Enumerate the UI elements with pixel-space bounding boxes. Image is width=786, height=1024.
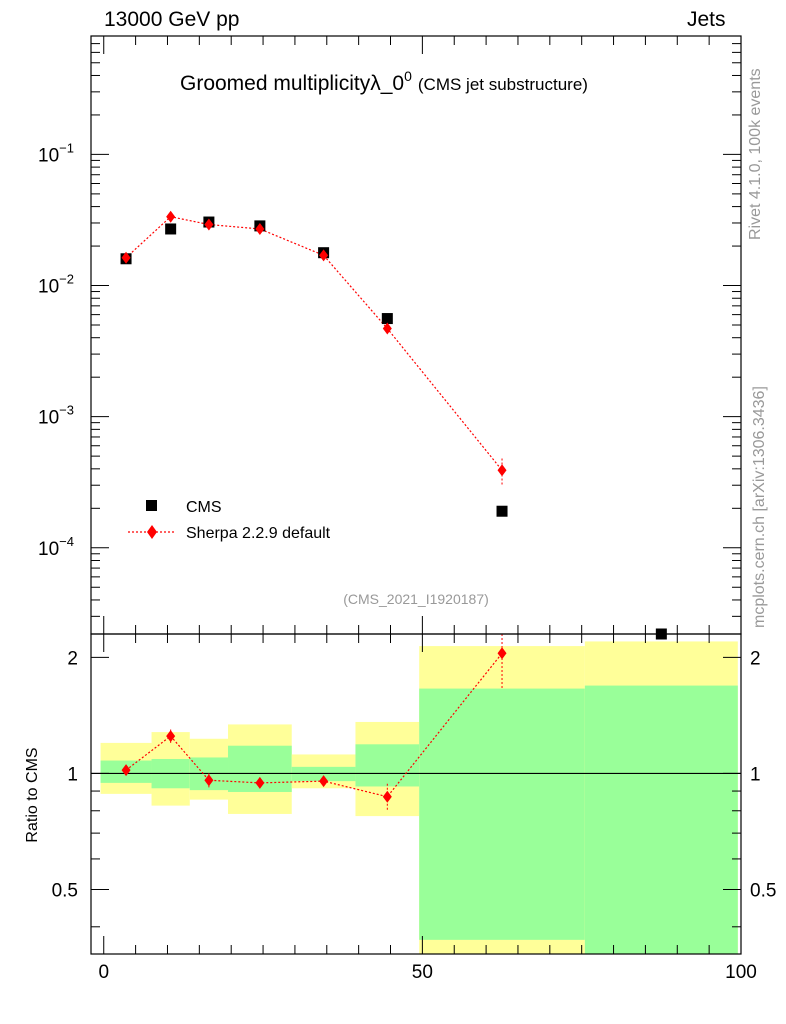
main-y-tick-base: 10 <box>38 277 59 298</box>
data-points <box>120 216 667 640</box>
uncertainty-bands <box>100 641 738 954</box>
cms-data-point <box>496 505 508 517</box>
ratio-x-ticks: 0 50 100 <box>98 634 757 983</box>
main-y-tick-base: 10 <box>38 539 59 560</box>
main-y-tick-exponent: −2 <box>59 272 74 287</box>
main-y-tick-label: 10−4 <box>38 534 74 560</box>
ratio-x-tick-label: 100 <box>725 962 757 983</box>
inner-uncertainty-band <box>584 685 738 954</box>
cms-data-point <box>165 223 177 235</box>
sherpa-mc-point <box>166 210 176 223</box>
ratio-y-axis-label: Ratio to CMS <box>24 747 41 842</box>
sherpa-mc-point <box>204 218 214 231</box>
main-x-ticks <box>103 36 742 634</box>
ratio-mc-point <box>121 764 131 777</box>
rivet-version-label: Rivet 4.1.0, 100k events <box>747 68 764 240</box>
ratio-mc-point <box>319 775 329 788</box>
main-y-ticks <box>91 35 741 617</box>
ratio-frame <box>90 633 742 955</box>
cms-data-point <box>381 313 393 325</box>
main-y-tick-label: 10−3 <box>38 403 74 429</box>
ratio-y-ticks: 0.5 0.5 1 1 2 2 <box>52 648 776 928</box>
legend-mc-marker <box>147 525 157 539</box>
plot-title: Groomed multiplicityλ_00 (CMS jet substru… <box>180 68 588 95</box>
header-energy-label: 13000 GeV pp <box>104 8 240 31</box>
mc-error-bars <box>125 215 503 486</box>
ratio-y-tick-label-left: 0.5 <box>52 880 78 901</box>
main-y-tick-label: 10−2 <box>38 272 74 298</box>
ratio-mc-point <box>204 774 214 787</box>
legend-cms-marker <box>146 500 157 511</box>
main-y-tick-exponent: −4 <box>59 534 74 549</box>
legend-cms-label: CMS <box>186 499 222 516</box>
main-frame <box>90 35 742 635</box>
sherpa-mc-point <box>319 249 329 262</box>
legend-mc-label: Sherpa 2.2.9 default <box>186 525 331 542</box>
main-y-tick-exponent: −1 <box>59 140 74 155</box>
ratio-panel: 0.5 0.5 1 1 2 2 0 50 100 Ratio to CMS <box>24 633 776 983</box>
ratio-mc-point <box>382 790 392 803</box>
inner-uncertainty-band <box>419 688 585 940</box>
ratio-mc-point <box>497 647 507 660</box>
main-y-tick-label: 10−1 <box>38 140 74 166</box>
main-y-tick-labels: 10−110−210−310−4 <box>38 140 74 559</box>
plot-title-suffix: (CMS jet substructure) <box>418 75 588 94</box>
header-process-label: Jets <box>687 8 726 31</box>
inner-uncertainty-band <box>355 744 420 787</box>
ratio-y-tick-label-left: 2 <box>67 648 78 669</box>
ratio-x-tick-label: 50 <box>412 962 433 983</box>
plot-title-superscript: 0 <box>404 68 412 84</box>
ratio-mc-point <box>166 730 176 743</box>
main-y-tick-exponent: −3 <box>59 403 74 418</box>
source-label: mcplots.cern.ch [arXiv:1306.3436] <box>751 386 768 628</box>
main-panel: 10−110−210−310−4 <box>38 35 742 640</box>
analysis-id: (CMS_2021_I1920187) <box>343 591 489 607</box>
ratio-y-tick-label-right: 0.5 <box>750 880 776 901</box>
ratio-y-tick-label-right: 1 <box>750 764 761 785</box>
sherpa-mc-point <box>255 222 265 235</box>
sherpa-mc-point <box>497 464 507 477</box>
ratio-mc-point <box>255 776 265 789</box>
legend: CMS Sherpa 2.2.9 default <box>128 499 331 542</box>
ratio-points <box>121 647 507 803</box>
sherpa-mc-point <box>121 251 131 264</box>
mc-line <box>125 216 503 471</box>
ratio-x-tick-label: 0 <box>98 962 109 983</box>
main-y-tick-base: 10 <box>38 145 59 166</box>
ratio-y-tick-label-right: 2 <box>750 648 761 669</box>
mc-points <box>121 210 507 477</box>
plot-title-main: Groomed multiplicityλ_0 <box>180 72 404 95</box>
main-y-tick-base: 10 <box>38 408 59 429</box>
sherpa-mc-point <box>382 322 392 335</box>
ratio-y-tick-label-left: 1 <box>67 764 78 785</box>
